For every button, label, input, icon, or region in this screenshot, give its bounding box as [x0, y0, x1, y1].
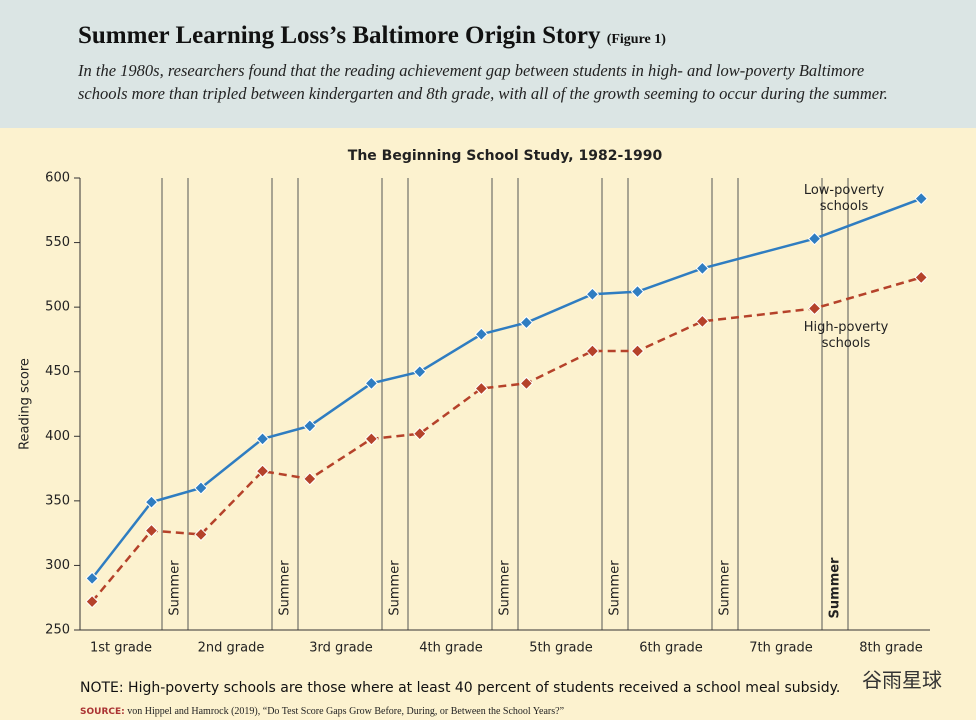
header: [0, 0, 976, 128]
note: NOTE: High-poverty schools are those whe…: [80, 680, 841, 696]
source-text: von Hippel and Hamrock (2019), “Do Test …: [127, 706, 565, 717]
y-tick-label: 500: [45, 300, 70, 315]
marker: [519, 376, 534, 391]
x-tick-label: 6th grade: [639, 641, 703, 656]
marker: [413, 365, 427, 379]
source: SOURCE: von Hippel and Hamrock (2019), “…: [80, 706, 564, 717]
subtitle: schools more than tripled between kinder…: [78, 84, 888, 103]
marker: [144, 523, 159, 538]
title-text: Summer Learning Loss’s Baltimore Origin …: [78, 22, 601, 49]
series-label: Low-poverty schools: [803, 183, 885, 214]
marker: [807, 231, 822, 246]
y-tick-label: 250: [45, 623, 70, 638]
watermark: 谷雨星球: [862, 668, 942, 692]
marker: [807, 301, 822, 316]
marker: [255, 432, 270, 446]
series-line: [91, 276, 922, 603]
marker: [144, 495, 159, 509]
marker: [194, 527, 208, 542]
summer-label: Summer: [388, 560, 403, 616]
subtitle: In the 1980s, researchers found that the…: [78, 61, 865, 80]
summer-label: Summer: [278, 560, 293, 616]
marker: [85, 571, 99, 586]
summer-label: Summer: [608, 560, 623, 616]
chart-title: The Beginning School Study, 1982-1990: [348, 148, 663, 164]
y-tick-label: 450: [45, 364, 70, 379]
y-tick-label: 550: [45, 235, 70, 250]
marker: [630, 284, 645, 299]
y-tick-label: 400: [45, 429, 70, 444]
marker: [194, 481, 208, 495]
series-line: [91, 197, 922, 580]
x-tick-label: 8th grade: [859, 641, 923, 656]
y-tick-label: 600: [45, 171, 70, 186]
x-tick-label: 5th grade: [529, 641, 593, 656]
y-axis-label: Reading score: [18, 358, 33, 450]
x-tick-label: 7th grade: [749, 641, 813, 656]
marker: [585, 287, 600, 301]
series-label: High-poverty schools: [803, 320, 889, 351]
marker: [630, 344, 645, 358]
marker: [474, 327, 489, 341]
x-tick-label: 3rd grade: [309, 641, 373, 656]
summer-label: Summer: [168, 560, 183, 616]
chart: The Beginning School Study, 1982-1990 Rea…: [18, 148, 930, 656]
marker: [255, 464, 270, 478]
marker: [519, 315, 534, 330]
marker: [413, 426, 427, 441]
x-tick-label: 1st grade: [90, 641, 152, 656]
marker: [474, 381, 489, 396]
y-tick-label: 350: [45, 493, 70, 508]
marker: [585, 344, 600, 358]
marker: [303, 472, 317, 486]
title: Summer Learning Loss’s Baltimore Origin …: [78, 22, 666, 50]
y-tick-label: 300: [45, 558, 70, 573]
marker: [914, 270, 928, 285]
summer-label: Summer: [498, 560, 513, 616]
x-tick-label: 2nd grade: [198, 641, 265, 656]
marker: [303, 419, 317, 433]
marker: [364, 376, 379, 391]
summer-label: Summer: [828, 557, 843, 619]
source-label: SOURCE:: [80, 707, 125, 717]
title-note: (Figure 1): [606, 32, 666, 47]
marker: [695, 314, 710, 329]
marker: [914, 191, 928, 206]
x-tick-label: 4th grade: [419, 641, 483, 656]
marker: [85, 594, 99, 609]
marker: [364, 432, 379, 446]
marker: [695, 261, 710, 276]
summer-label: Summer: [718, 560, 733, 616]
